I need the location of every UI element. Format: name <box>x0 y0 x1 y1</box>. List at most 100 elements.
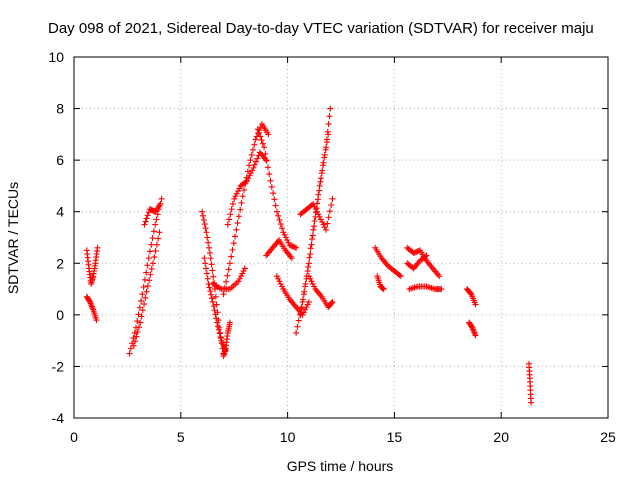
data-point-marker <box>200 216 207 223</box>
data-point-marker <box>144 262 151 269</box>
data-point-marker <box>276 278 283 285</box>
data-point-marker <box>126 350 133 357</box>
data-point-marker <box>308 278 315 285</box>
data-point-marker <box>315 191 322 198</box>
data-point-marker <box>137 319 144 326</box>
data-point-marker <box>239 193 246 200</box>
data-point-marker <box>397 273 404 280</box>
data-point-marker <box>140 284 147 291</box>
data-point-marker <box>277 221 284 228</box>
data-point-marker <box>148 241 155 248</box>
grid-lines <box>74 57 608 418</box>
data-point-marker <box>139 291 146 298</box>
data-point-marker <box>472 332 479 339</box>
data-point-marker <box>285 239 292 246</box>
data-point-marker <box>208 291 215 298</box>
data-point-marker <box>304 301 311 308</box>
data-point-marker <box>323 136 330 143</box>
data-point-marker <box>238 273 245 280</box>
data-point-marker <box>94 244 101 251</box>
x-axis-label: GPS time / hours <box>287 458 394 474</box>
data-point-marker <box>396 272 403 279</box>
data-point-marker <box>249 167 256 174</box>
data-point-marker <box>248 151 255 158</box>
data-point-marker <box>211 307 218 314</box>
data-point-marker <box>138 313 145 320</box>
data-point-marker <box>259 140 266 147</box>
data-point-marker <box>258 137 265 144</box>
data-point-marker <box>235 213 242 220</box>
data-point-marker <box>154 211 161 218</box>
data-point-marker <box>143 269 150 276</box>
data-point-marker <box>229 200 236 207</box>
data-point-marker <box>145 255 152 262</box>
data-point-marker <box>309 232 316 239</box>
data-point-marker <box>244 177 251 184</box>
data-point-marker <box>307 251 314 258</box>
data-point-marker <box>238 199 245 206</box>
data-point-marker <box>225 266 232 273</box>
data-point-marker <box>250 164 257 171</box>
data-point-marker <box>208 295 215 302</box>
x-tick-label: 15 <box>387 429 403 445</box>
data-point-marker <box>226 319 233 326</box>
data-point-marker <box>151 254 158 261</box>
data-point-marker <box>232 233 239 240</box>
data-point-marker <box>212 293 219 300</box>
data-point-marker <box>200 212 207 219</box>
data-point-marker <box>208 261 215 268</box>
data-point-marker <box>239 270 246 277</box>
data-point-marker <box>146 277 153 284</box>
data-point-marker <box>254 126 261 133</box>
data-point-marker <box>147 271 154 278</box>
data-point-marker <box>206 284 213 291</box>
data-point-marker <box>215 326 222 333</box>
data-point-marker <box>93 317 100 324</box>
data-point-marker <box>305 298 312 305</box>
data-point-marker <box>281 231 288 238</box>
data-point-marker <box>266 171 273 178</box>
data-point-marker <box>237 206 244 213</box>
data-point-marker <box>147 248 154 255</box>
y-tick-label: -4 <box>52 410 65 426</box>
data-point-marker <box>280 229 287 236</box>
data-point-marker <box>201 255 208 262</box>
data-point-marker <box>265 131 272 138</box>
data-point-marker <box>138 297 145 304</box>
data-point-marker <box>295 317 302 324</box>
data-point-marker <box>135 324 142 331</box>
data-point-marker <box>310 200 317 207</box>
data-point-marker <box>142 218 149 225</box>
data-point-marker <box>150 260 157 267</box>
data-point-marker <box>325 214 332 221</box>
data-point-marker <box>136 304 143 311</box>
data-point-marker <box>134 328 141 335</box>
data-point-marker <box>220 291 227 298</box>
data-markers <box>83 105 535 406</box>
data-point-marker <box>235 278 242 285</box>
data-point-marker <box>252 136 259 143</box>
data-point-marker <box>203 229 210 236</box>
data-point-marker <box>327 105 334 112</box>
data-point-marker <box>284 237 291 244</box>
data-point-marker <box>288 255 295 262</box>
data-point-marker <box>143 215 150 222</box>
chart-title: Day 098 of 2021, Sidereal Day-to-day VTE… <box>48 20 594 37</box>
data-point-marker <box>320 221 327 228</box>
data-point-marker <box>249 146 256 153</box>
data-point-marker <box>311 283 318 290</box>
data-point-marker <box>134 318 141 325</box>
data-point-marker <box>233 226 240 233</box>
data-point-marker <box>235 188 242 195</box>
data-point-marker <box>307 245 314 252</box>
data-point-marker <box>467 290 474 297</box>
data-point-marker <box>226 216 233 223</box>
data-point-marker <box>311 203 318 210</box>
data-point-marker <box>272 202 279 209</box>
data-point-marker <box>307 275 314 282</box>
data-point-marker <box>233 190 240 197</box>
data-point-marker <box>144 212 151 219</box>
data-point-marker <box>234 220 241 227</box>
data-point-marker <box>156 229 163 236</box>
